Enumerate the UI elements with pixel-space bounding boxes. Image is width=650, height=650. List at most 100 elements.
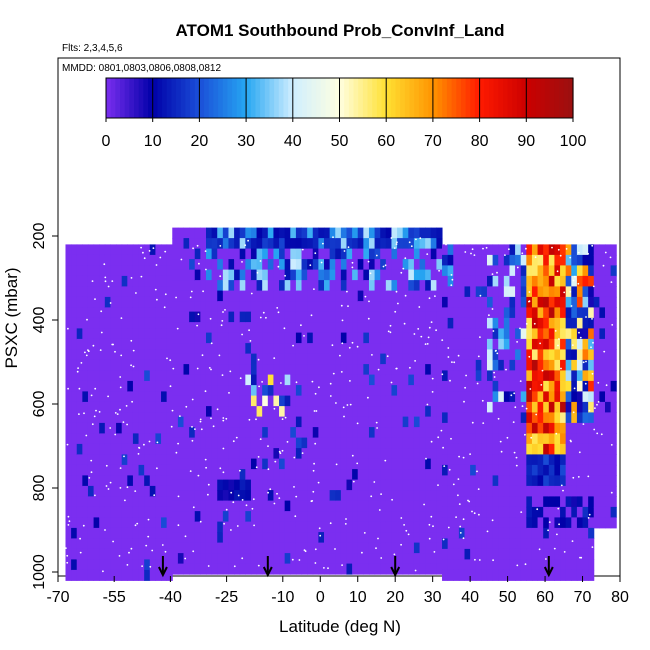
track-dot	[525, 323, 528, 325]
track-dot	[367, 396, 369, 399]
heatmap-cell	[144, 265, 151, 277]
heatmap-cell	[391, 364, 398, 376]
heatmap-cell	[346, 259, 353, 271]
heatmap-cell	[116, 443, 123, 455]
heatmap-cell	[166, 370, 173, 382]
track-dot	[470, 252, 472, 255]
track-dot	[196, 367, 199, 370]
heatmap-cell	[413, 479, 421, 491]
heatmap-cell	[155, 307, 162, 319]
track-dot	[405, 529, 408, 532]
heatmap-cell	[565, 506, 572, 518]
heatmap-cell	[222, 437, 229, 449]
heatmap-cell	[267, 500, 274, 512]
heatmap-cell	[588, 422, 595, 434]
track-dot	[205, 268, 207, 271]
heatmap-cell	[228, 479, 235, 491]
heatmap-cell	[605, 517, 612, 529]
heatmap-cell	[200, 479, 207, 491]
heatmap-cell	[543, 548, 550, 560]
track-dot	[413, 333, 416, 335]
heatmap-cell	[543, 317, 550, 329]
heatmap-cell	[352, 458, 359, 470]
heatmap-cell	[363, 259, 370, 271]
heatmap-cell	[194, 227, 201, 239]
heatmap-cell	[222, 332, 229, 344]
heatmap-cell	[161, 338, 168, 350]
heatmap-cell	[99, 328, 106, 340]
heatmap-cell	[419, 248, 426, 260]
heatmap-cell	[329, 322, 336, 334]
colorbar-segment	[124, 78, 130, 118]
heatmap-cell	[385, 227, 392, 239]
heatmap-cell	[194, 374, 201, 386]
heatmap-cell	[447, 328, 454, 340]
heatmap-cell	[526, 422, 533, 434]
colorbar-segment	[428, 78, 434, 118]
heatmap-cell	[582, 275, 589, 287]
heatmap-cell	[498, 485, 505, 497]
heatmap-cell	[492, 317, 499, 329]
heatmap-cell	[87, 359, 95, 371]
heatmap-cell	[548, 391, 555, 403]
heatmap-cell	[234, 563, 241, 575]
heatmap-cell	[582, 317, 589, 329]
heatmap-cell	[481, 370, 488, 382]
heatmap-cell	[177, 374, 185, 386]
heatmap-cell	[189, 301, 196, 313]
heatmap-cell	[138, 485, 145, 497]
heatmap-cell	[430, 269, 437, 281]
heatmap-cell	[200, 427, 207, 439]
track-dot	[340, 304, 343, 307]
heatmap-cell	[357, 385, 364, 397]
heatmap-cell	[605, 412, 612, 424]
heatmap-cell	[177, 343, 185, 355]
heatmap-cell	[295, 521, 303, 533]
heatmap-cell	[273, 532, 280, 544]
heatmap-cell	[256, 511, 263, 523]
heatmap-cell	[205, 259, 213, 271]
heatmap-cell	[571, 496, 578, 508]
track-dot	[457, 354, 460, 357]
track-dot	[94, 387, 97, 390]
colorbar-segment	[493, 78, 499, 118]
heatmap-cell	[166, 506, 173, 518]
track-dot	[596, 432, 599, 435]
heatmap-cell	[234, 395, 241, 407]
heatmap-cell	[576, 359, 584, 371]
heatmap-cell	[492, 349, 499, 361]
track-dot	[310, 314, 313, 317]
heatmap-cell	[588, 359, 595, 371]
heatmap-cell	[93, 506, 100, 518]
track-dot	[322, 242, 324, 245]
heatmap-cell	[318, 322, 325, 334]
heatmap-cell	[610, 475, 617, 487]
heatmap-cell	[295, 437, 303, 449]
heatmap-cell	[503, 265, 510, 277]
track-dot	[351, 261, 354, 264]
heatmap-cell	[610, 433, 617, 445]
heatmap-cell	[301, 343, 308, 355]
track-dot	[539, 342, 541, 345]
heatmap-cell	[194, 259, 201, 271]
track-dot	[548, 521, 551, 523]
heatmap-cell	[515, 517, 522, 529]
heatmap-cell	[588, 244, 595, 256]
heatmap-cell	[138, 527, 145, 539]
track-dot	[295, 495, 298, 498]
heatmap-cell	[228, 563, 235, 575]
heatmap-cell	[295, 542, 303, 554]
heatmap-cell	[116, 517, 123, 529]
heatmap-cell	[588, 475, 595, 487]
heatmap-cell	[273, 374, 280, 386]
heatmap-cell	[509, 401, 516, 413]
heatmap-cell	[110, 244, 117, 256]
heatmap-cell	[447, 359, 454, 371]
heatmap-cell	[161, 475, 168, 487]
heatmap-cell	[503, 569, 510, 581]
heatmap-cell	[228, 542, 235, 554]
track-dot	[230, 529, 232, 531]
heatmap-cell	[273, 269, 280, 281]
track-dot	[184, 535, 187, 538]
heatmap-cell	[132, 454, 140, 466]
